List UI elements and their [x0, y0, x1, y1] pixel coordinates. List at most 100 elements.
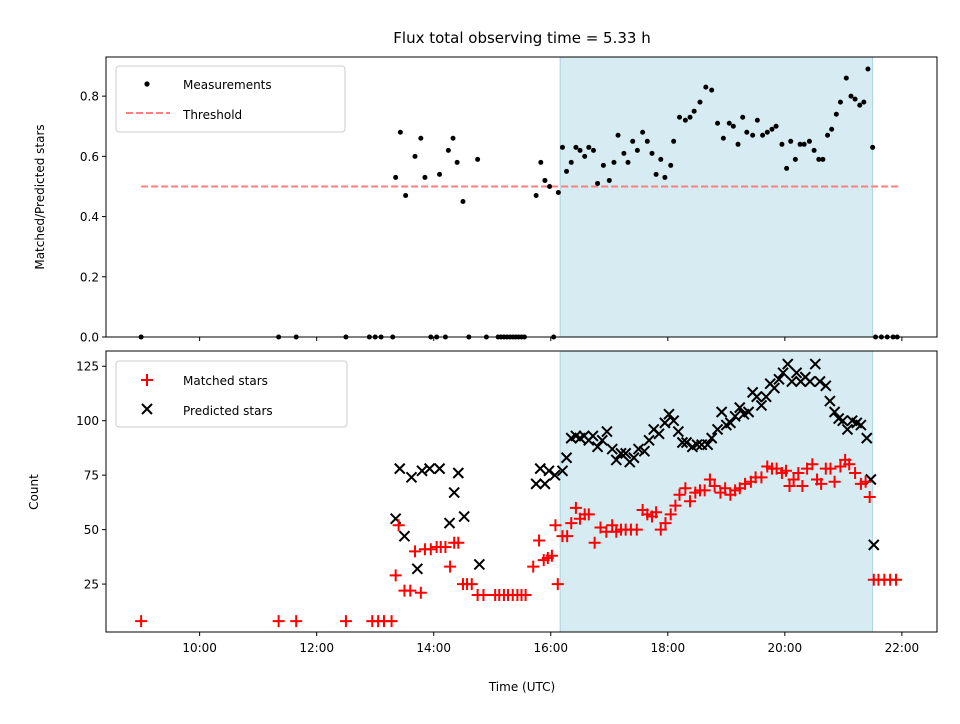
- measurement-point: [709, 87, 715, 93]
- measurement-point: [644, 138, 650, 144]
- chart-title: Flux total observing time = 5.33 h: [393, 29, 650, 47]
- matched-star-point: [385, 615, 398, 628]
- measurement-point: [564, 168, 570, 174]
- matched-star-point: [549, 519, 562, 532]
- matched-star-point: [698, 484, 711, 497]
- matched-star-point: [477, 588, 490, 601]
- predicted-star-point: [705, 432, 718, 444]
- x-axis-label: Time (UTC): [488, 680, 555, 694]
- measurement-point: [801, 141, 807, 147]
- predicted-star-point: [643, 434, 655, 447]
- predicted-star-point: [539, 478, 551, 490]
- legend-matched-marker: [141, 374, 153, 386]
- measurement-point: [649, 150, 655, 156]
- matched-star-point: [673, 488, 686, 501]
- predicted-star-point: [777, 367, 789, 379]
- matched-star-point: [834, 460, 847, 473]
- predicted-star-point: [865, 473, 877, 486]
- measurement-point: [744, 129, 750, 135]
- matched-star-point: [787, 473, 800, 486]
- measurement-point: [677, 114, 683, 120]
- predicted-star-point: [560, 452, 573, 464]
- matched-star-point: [669, 499, 682, 512]
- x-tick-label: 22:00: [885, 641, 920, 655]
- observing-window-shade: [559, 350, 874, 633]
- measurement-point: [825, 132, 831, 138]
- predicted-star-point: [601, 425, 613, 438]
- matched-star-point: [843, 458, 856, 471]
- bottom-legend: Matched stars Predicted stars: [115, 360, 348, 428]
- legend-measurements-label: Measurements: [183, 78, 272, 92]
- legend-threshold-label: Threshold: [182, 108, 242, 122]
- matched-star-point: [404, 584, 417, 597]
- measurement-point: [779, 141, 785, 147]
- measurement-point: [784, 165, 790, 171]
- bottom-y-axis-label: Count: [27, 474, 41, 510]
- measurement-point: [820, 156, 826, 162]
- measurement-point: [865, 66, 871, 72]
- matched-star-point: [408, 545, 421, 558]
- y-tick-label: 75: [84, 469, 99, 483]
- matched-stars-points: [135, 453, 903, 628]
- x-tick-label: 18:00: [651, 641, 686, 655]
- predicted-star-point: [473, 558, 486, 571]
- matched-star-point: [659, 517, 672, 530]
- predicted-star-point: [653, 428, 665, 440]
- legend-measurement-marker: [144, 81, 150, 87]
- predicted-star-point: [606, 443, 618, 455]
- measurement-point: [837, 99, 843, 105]
- predicted-star-point: [824, 395, 836, 407]
- matched-star-point: [551, 578, 564, 591]
- measurement-point: [397, 129, 403, 135]
- predicted-star-point: [814, 375, 826, 388]
- predicted-star-point: [724, 417, 737, 429]
- matched-star-point: [439, 541, 452, 554]
- predicted-star-point: [691, 438, 703, 451]
- measurement-point: [590, 147, 596, 153]
- measurement-point: [582, 153, 588, 159]
- measurement-point: [615, 132, 621, 138]
- predicted-star-point: [715, 406, 728, 418]
- matched-star-point: [519, 588, 532, 601]
- measurement-point: [816, 156, 822, 162]
- bottom-y-ticks: 25 50 75 100 125: [76, 360, 106, 592]
- measurement-point: [870, 144, 876, 150]
- matched-star-point: [815, 477, 828, 490]
- matched-star-point: [545, 549, 558, 562]
- predicted-star-point: [405, 471, 418, 484]
- matched-star-point: [780, 464, 793, 477]
- measurement-point: [682, 117, 688, 123]
- predicted-stars-points: [389, 358, 880, 575]
- top-plot-area: [105, 56, 938, 338]
- predicted-star-point: [556, 465, 569, 477]
- matched-star-point: [755, 471, 768, 484]
- measurement-point: [533, 192, 539, 198]
- x-tick-label: 16:00: [533, 641, 568, 655]
- bottom-plot-area: [105, 350, 938, 633]
- measurement-point: [450, 135, 456, 141]
- matched-star-point: [703, 473, 716, 486]
- measurement-point: [437, 171, 443, 177]
- matched-star-point: [272, 615, 285, 628]
- matched-star-point: [135, 615, 148, 628]
- measurement-point: [662, 174, 668, 180]
- measurement-point: [403, 192, 409, 198]
- predicted-star-point: [458, 510, 470, 523]
- measurement-point: [538, 159, 544, 165]
- x-tick-label: 12:00: [299, 641, 334, 655]
- top-x-ticks: [199, 337, 903, 341]
- measurement-point: [577, 147, 583, 153]
- predicted-star-point: [841, 423, 854, 436]
- measurement-point: [547, 183, 553, 189]
- measurement-point: [811, 147, 817, 153]
- measurement-point: [668, 162, 674, 168]
- measurement-point: [857, 102, 863, 108]
- matched-star-point: [452, 536, 465, 549]
- measurement-point: [611, 159, 617, 165]
- measurement-point: [568, 159, 574, 165]
- predicted-star-point: [549, 469, 561, 481]
- predicted-star-point: [615, 447, 627, 460]
- measurement-point: [833, 111, 839, 117]
- predicted-star-point: [680, 436, 693, 449]
- matched-star-point: [859, 475, 872, 488]
